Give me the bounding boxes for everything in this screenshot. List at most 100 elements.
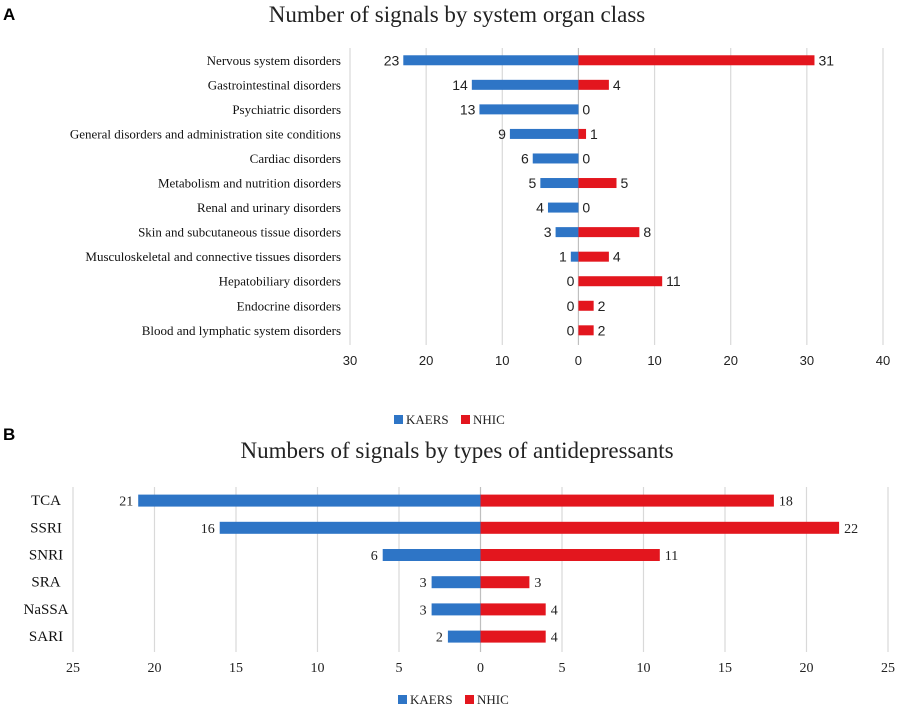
chart-b-category-label: NaSSA [23, 602, 68, 618]
panel-a: A Number of signals by system organ clas… [3, 2, 890, 427]
chart-a-bar-kaers [479, 104, 579, 115]
chart-a-data-label-kaers: 14 [452, 77, 468, 93]
panel-b: B Numbers of signals by types of antidep… [3, 425, 895, 707]
chart-a-x-tick-label: 40 [876, 353, 890, 368]
chart-a-data-label-kaers: 5 [529, 175, 537, 191]
chart-a-x-tick-label: 0 [575, 353, 582, 368]
chart-b-bar-kaers [219, 521, 481, 534]
chart-b-bar-kaers [382, 549, 481, 561]
chart-b-x-tick-label: 10 [311, 661, 325, 676]
chart-a-category-label: Metabolism and nutrition disorders [158, 176, 341, 191]
chart-a-bar-nhic [578, 227, 640, 238]
chart-a-bar-nhic [578, 79, 609, 90]
chart-a-bar-nhic [578, 276, 663, 287]
chart-b-legend-label-kaers: KAERS [410, 692, 453, 707]
chart-b-data-label-nhic: 4 [551, 631, 558, 646]
chart-a-x-tick-label: 10 [495, 353, 509, 368]
panel-b-title: Numbers of signals by types of antidepre… [240, 438, 673, 463]
chart-a-category-label: Renal and urinary disorders [197, 200, 341, 215]
chart-b-data-label-nhic: 18 [779, 495, 793, 510]
chart-a-data-label-nhic: 0 [582, 150, 590, 166]
chart-a-data-label-nhic: 31 [818, 52, 834, 68]
chart-a-data-label-kaers: 3 [544, 224, 552, 240]
chart-a-bar-kaers [570, 251, 579, 262]
chart-b-x-tick-label: 10 [637, 661, 651, 676]
chart-a-data-label-nhic: 4 [613, 249, 621, 265]
chart-b-bar-kaers [431, 603, 481, 616]
chart-b-data-label-kaers: 16 [201, 522, 215, 537]
chart-a-data-label-kaers: 0 [567, 298, 575, 314]
chart-b-x-tick-label: 20 [800, 661, 814, 676]
chart-a-data-label-nhic: 2 [598, 298, 606, 314]
chart-b-category-label: SARI [29, 629, 63, 645]
chart-a-bar-nhic [578, 300, 594, 311]
chart-b-x-tick-label: 15 [229, 661, 243, 676]
chart-a-category-label: Psychiatric disorders [232, 102, 341, 117]
chart-b-bar-nhic [480, 576, 530, 589]
chart-a-bar-kaers [547, 202, 579, 213]
chart-b-bar-kaers [447, 630, 481, 643]
chart-b-data-label-kaers: 6 [371, 549, 378, 564]
chart-b-bar-kaers [138, 494, 481, 507]
chart-b-x-tick-label: 0 [477, 661, 484, 676]
chart-a-bar-nhic [578, 251, 609, 262]
chart-a-category-label: General disorders and administration sit… [70, 126, 341, 141]
chart-a-data-label-kaers: 6 [521, 150, 529, 166]
chart-a-category-label: Blood and lymphatic system disorders [142, 323, 341, 338]
chart-a-data-label-kaers: 4 [536, 200, 544, 216]
chart-a-data-label-kaers: 0 [567, 322, 575, 338]
chart-a-bar-nhic [578, 128, 587, 139]
chart-a-bar-nhic [578, 325, 594, 336]
chart-b-data-label-kaers: 21 [119, 495, 133, 510]
chart-a-category-label: Endocrine disorders [237, 298, 341, 313]
panel-b-letter: B [3, 425, 15, 444]
chart-a-data-label-kaers: 13 [460, 101, 476, 117]
chart-a-category-label: Skin and subcutaneous tissue disorders [138, 225, 341, 240]
chart-a-category-label: Cardiac disorders [250, 151, 341, 166]
chart-b-bar-nhic [480, 603, 546, 616]
chart-b-category-label: SSRI [30, 520, 62, 536]
chart-b-x-tick-label: 25 [881, 661, 895, 676]
chart-a-data-label-nhic: 11 [666, 273, 681, 289]
chart-a-bar-nhic [578, 55, 815, 66]
chart-a-x-tick-label: 30 [800, 353, 814, 368]
chart-b-bar-nhic [480, 630, 546, 643]
chart-b-data-label-kaers: 3 [420, 576, 427, 591]
chart-a-data-label-kaers: 1 [559, 249, 567, 265]
chart-a-x-tick-label: 20 [419, 353, 433, 368]
chart-a-bar-kaers [555, 227, 579, 238]
chart-b-bar-kaers [431, 576, 481, 589]
panel-a-letter: A [3, 5, 15, 24]
chart-b-data-label-kaers: 2 [436, 631, 443, 646]
chart-a-legend-label-nhic: NHIC [473, 412, 505, 427]
chart-a-x-tick-label: 20 [723, 353, 737, 368]
chart-b-data-label-nhic: 11 [665, 549, 678, 564]
chart-b-legend-swatch-nhic [465, 695, 474, 704]
chart-b-x-tick-label: 25 [66, 661, 80, 676]
chart-b-x-tick-label: 15 [718, 661, 732, 676]
chart-b-x-tick-label: 5 [559, 661, 566, 676]
chart-a-data-label-kaers: 0 [567, 273, 575, 289]
chart-b-bar-nhic [480, 494, 774, 507]
chart-a-bar-kaers [509, 128, 579, 139]
chart-a-data-label-nhic: 8 [643, 224, 651, 240]
chart-b-category-label: SNRI [29, 548, 63, 564]
chart-a-data-label-kaers: 23 [384, 52, 400, 68]
chart-a-bar-kaers [471, 79, 579, 90]
chart-b-legend-label-nhic: NHIC [477, 692, 509, 707]
chart-b-bar-nhic [480, 521, 840, 534]
chart-b-data-label-nhic: 22 [844, 522, 858, 537]
chart-a-data-label-nhic: 1 [590, 126, 598, 142]
chart-b-x-tick-label: 20 [148, 661, 162, 676]
chart-a-data-label-nhic: 5 [621, 175, 629, 191]
chart-a-category-label: Gastrointestinal disorders [208, 77, 341, 92]
chart-a-data-label-nhic: 2 [598, 322, 606, 338]
chart-b-data-label-nhic: 4 [551, 603, 558, 618]
panel-a-title: Number of signals by system organ class [269, 2, 646, 27]
chart-a-data-label-nhic: 0 [582, 101, 590, 117]
chart-a-category-label: Nervous system disorders [207, 53, 341, 68]
chart-b-category-label: TCA [31, 493, 61, 509]
chart-a-bar-kaers [403, 55, 579, 66]
chart-a-x-tick-label: 10 [647, 353, 661, 368]
